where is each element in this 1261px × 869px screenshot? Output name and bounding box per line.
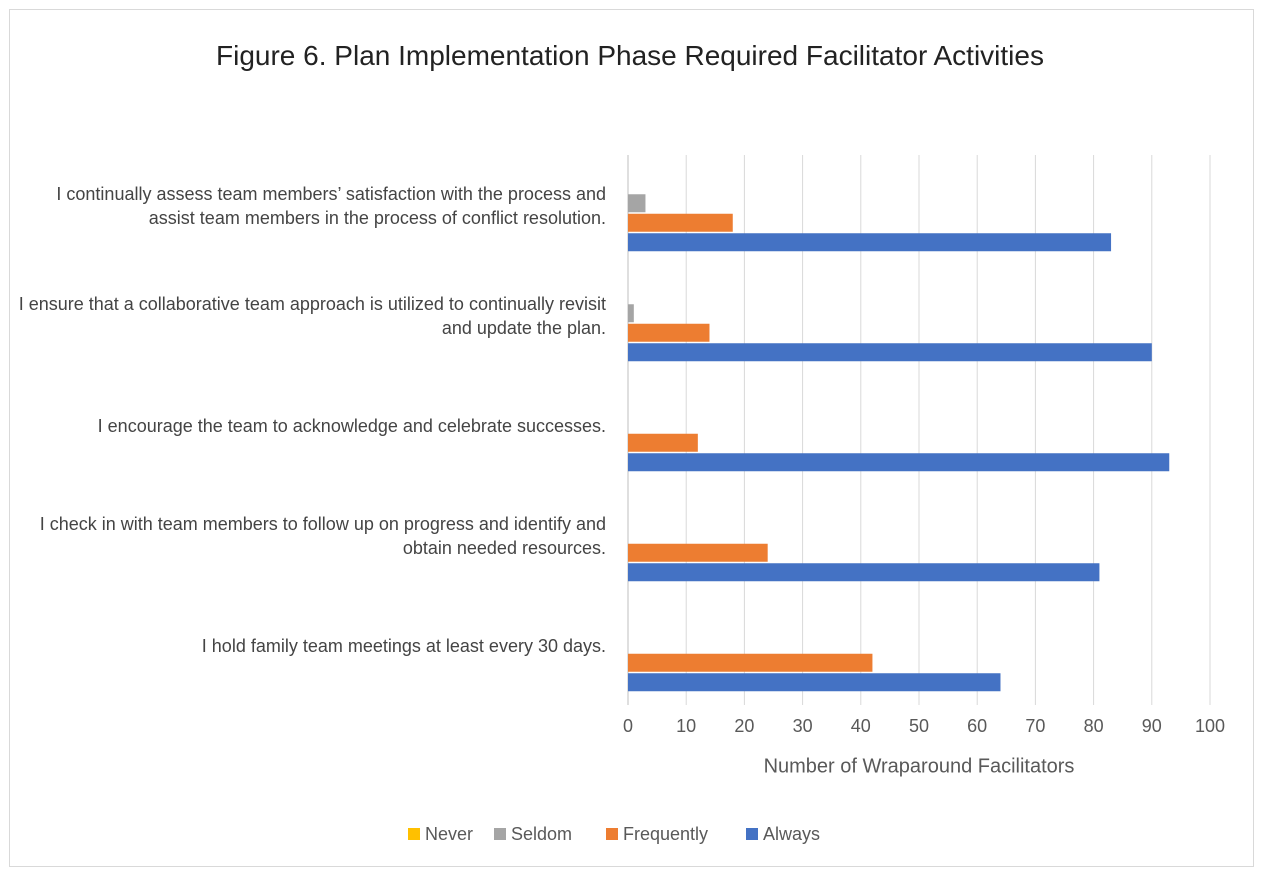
legend-swatch xyxy=(606,828,618,840)
x-tick-label: 70 xyxy=(1025,716,1045,736)
bar xyxy=(628,563,1100,582)
category-label: I check in with team members to follow u… xyxy=(39,514,606,558)
x-tick-label: 60 xyxy=(967,716,987,736)
bar xyxy=(628,433,698,452)
bar xyxy=(628,673,1001,692)
x-tick-label: 50 xyxy=(909,716,929,736)
x-tick-label: 10 xyxy=(676,716,696,736)
chart-frame xyxy=(9,9,1254,867)
bar xyxy=(628,453,1170,472)
x-tick-label: 90 xyxy=(1142,716,1162,736)
legend-label: Seldom xyxy=(511,824,572,844)
category-label: I ensure that a collaborative team appro… xyxy=(18,294,606,338)
category-label: I encourage the team to acknowledge and … xyxy=(97,416,606,436)
bar xyxy=(628,194,646,213)
bar xyxy=(628,213,733,232)
bar xyxy=(628,323,710,342)
category-label: I hold family team meetings at least eve… xyxy=(201,636,606,656)
bar xyxy=(628,233,1112,252)
legend-label: Frequently xyxy=(623,824,708,844)
legend-swatch xyxy=(408,828,420,840)
bar xyxy=(628,653,873,672)
x-tick-label: 20 xyxy=(734,716,754,736)
x-tick-label: 0 xyxy=(623,716,633,736)
x-tick-label: 40 xyxy=(851,716,871,736)
category-label: I continually assess team members’ satis… xyxy=(56,184,606,228)
bar xyxy=(628,304,634,323)
bar xyxy=(628,543,768,562)
legend-label: Always xyxy=(763,824,820,844)
bar xyxy=(628,343,1152,362)
legend-swatch xyxy=(494,828,506,840)
legend-label: Never xyxy=(425,824,473,844)
chart-title: Figure 6. Plan Implementation Phase Requ… xyxy=(216,40,1044,71)
x-tick-label: 100 xyxy=(1195,716,1225,736)
legend-swatch xyxy=(746,828,758,840)
x-tick-label: 30 xyxy=(793,716,813,736)
x-axis-title: Number of Wraparound Facilitators xyxy=(764,755,1075,777)
x-tick-label: 80 xyxy=(1084,716,1104,736)
